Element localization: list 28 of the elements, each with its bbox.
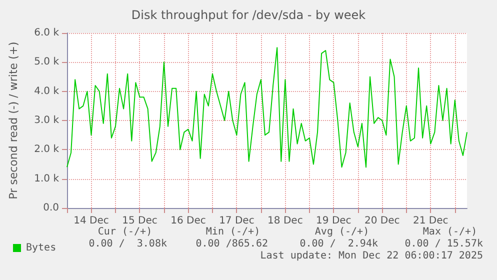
x-tick-label: 18 Dec [268, 216, 303, 226]
text: 0.00 /865.62 [196, 238, 268, 250]
text: Max (-/+) [422, 226, 478, 238]
x-tick-label: 20 Dec [364, 216, 400, 226]
text: Cur (-/+) [98, 226, 152, 238]
y-tick-label: 3.0 k [34, 115, 60, 126]
x-tick-label: 16 Dec [170, 216, 206, 226]
text: 0.00 / 2.94k [300, 238, 378, 250]
x-tick-label: 15 Dec [122, 216, 158, 226]
text: Min (-/+) [206, 226, 260, 238]
x-tick-label: 17 Dec [219, 216, 254, 226]
x-tick-label: 19 Dec [316, 216, 352, 226]
y-axis-title: Pr second read (-) / write (+) [7, 42, 20, 200]
text: Last update: Mon Dec 22 06:00:17 2025 [260, 250, 483, 262]
text: Avg (-/+) [314, 226, 370, 238]
y-tick-label: 0.0 [43, 202, 59, 214]
text: 0.00 / 15.57k [404, 238, 483, 250]
y-tick-label: 6.0 k [34, 28, 60, 38]
y-tick-label: 4.0 k [34, 86, 60, 97]
text: 0.00 / 3.08k [88, 238, 167, 250]
y-tick-label: 1.0 k [34, 173, 60, 184]
legend-label: Bytes [26, 242, 56, 254]
y-tick-label: 2.0 k [34, 144, 60, 156]
y-tick-label: 5.0 k [34, 56, 60, 68]
x-tick-label: 21 Dec [413, 216, 448, 226]
x-tick-label: 14 Dec [74, 216, 109, 226]
line-series [66, 47, 468, 168]
chart-title: Disk throughput for /dev/sda - by week [131, 8, 366, 22]
